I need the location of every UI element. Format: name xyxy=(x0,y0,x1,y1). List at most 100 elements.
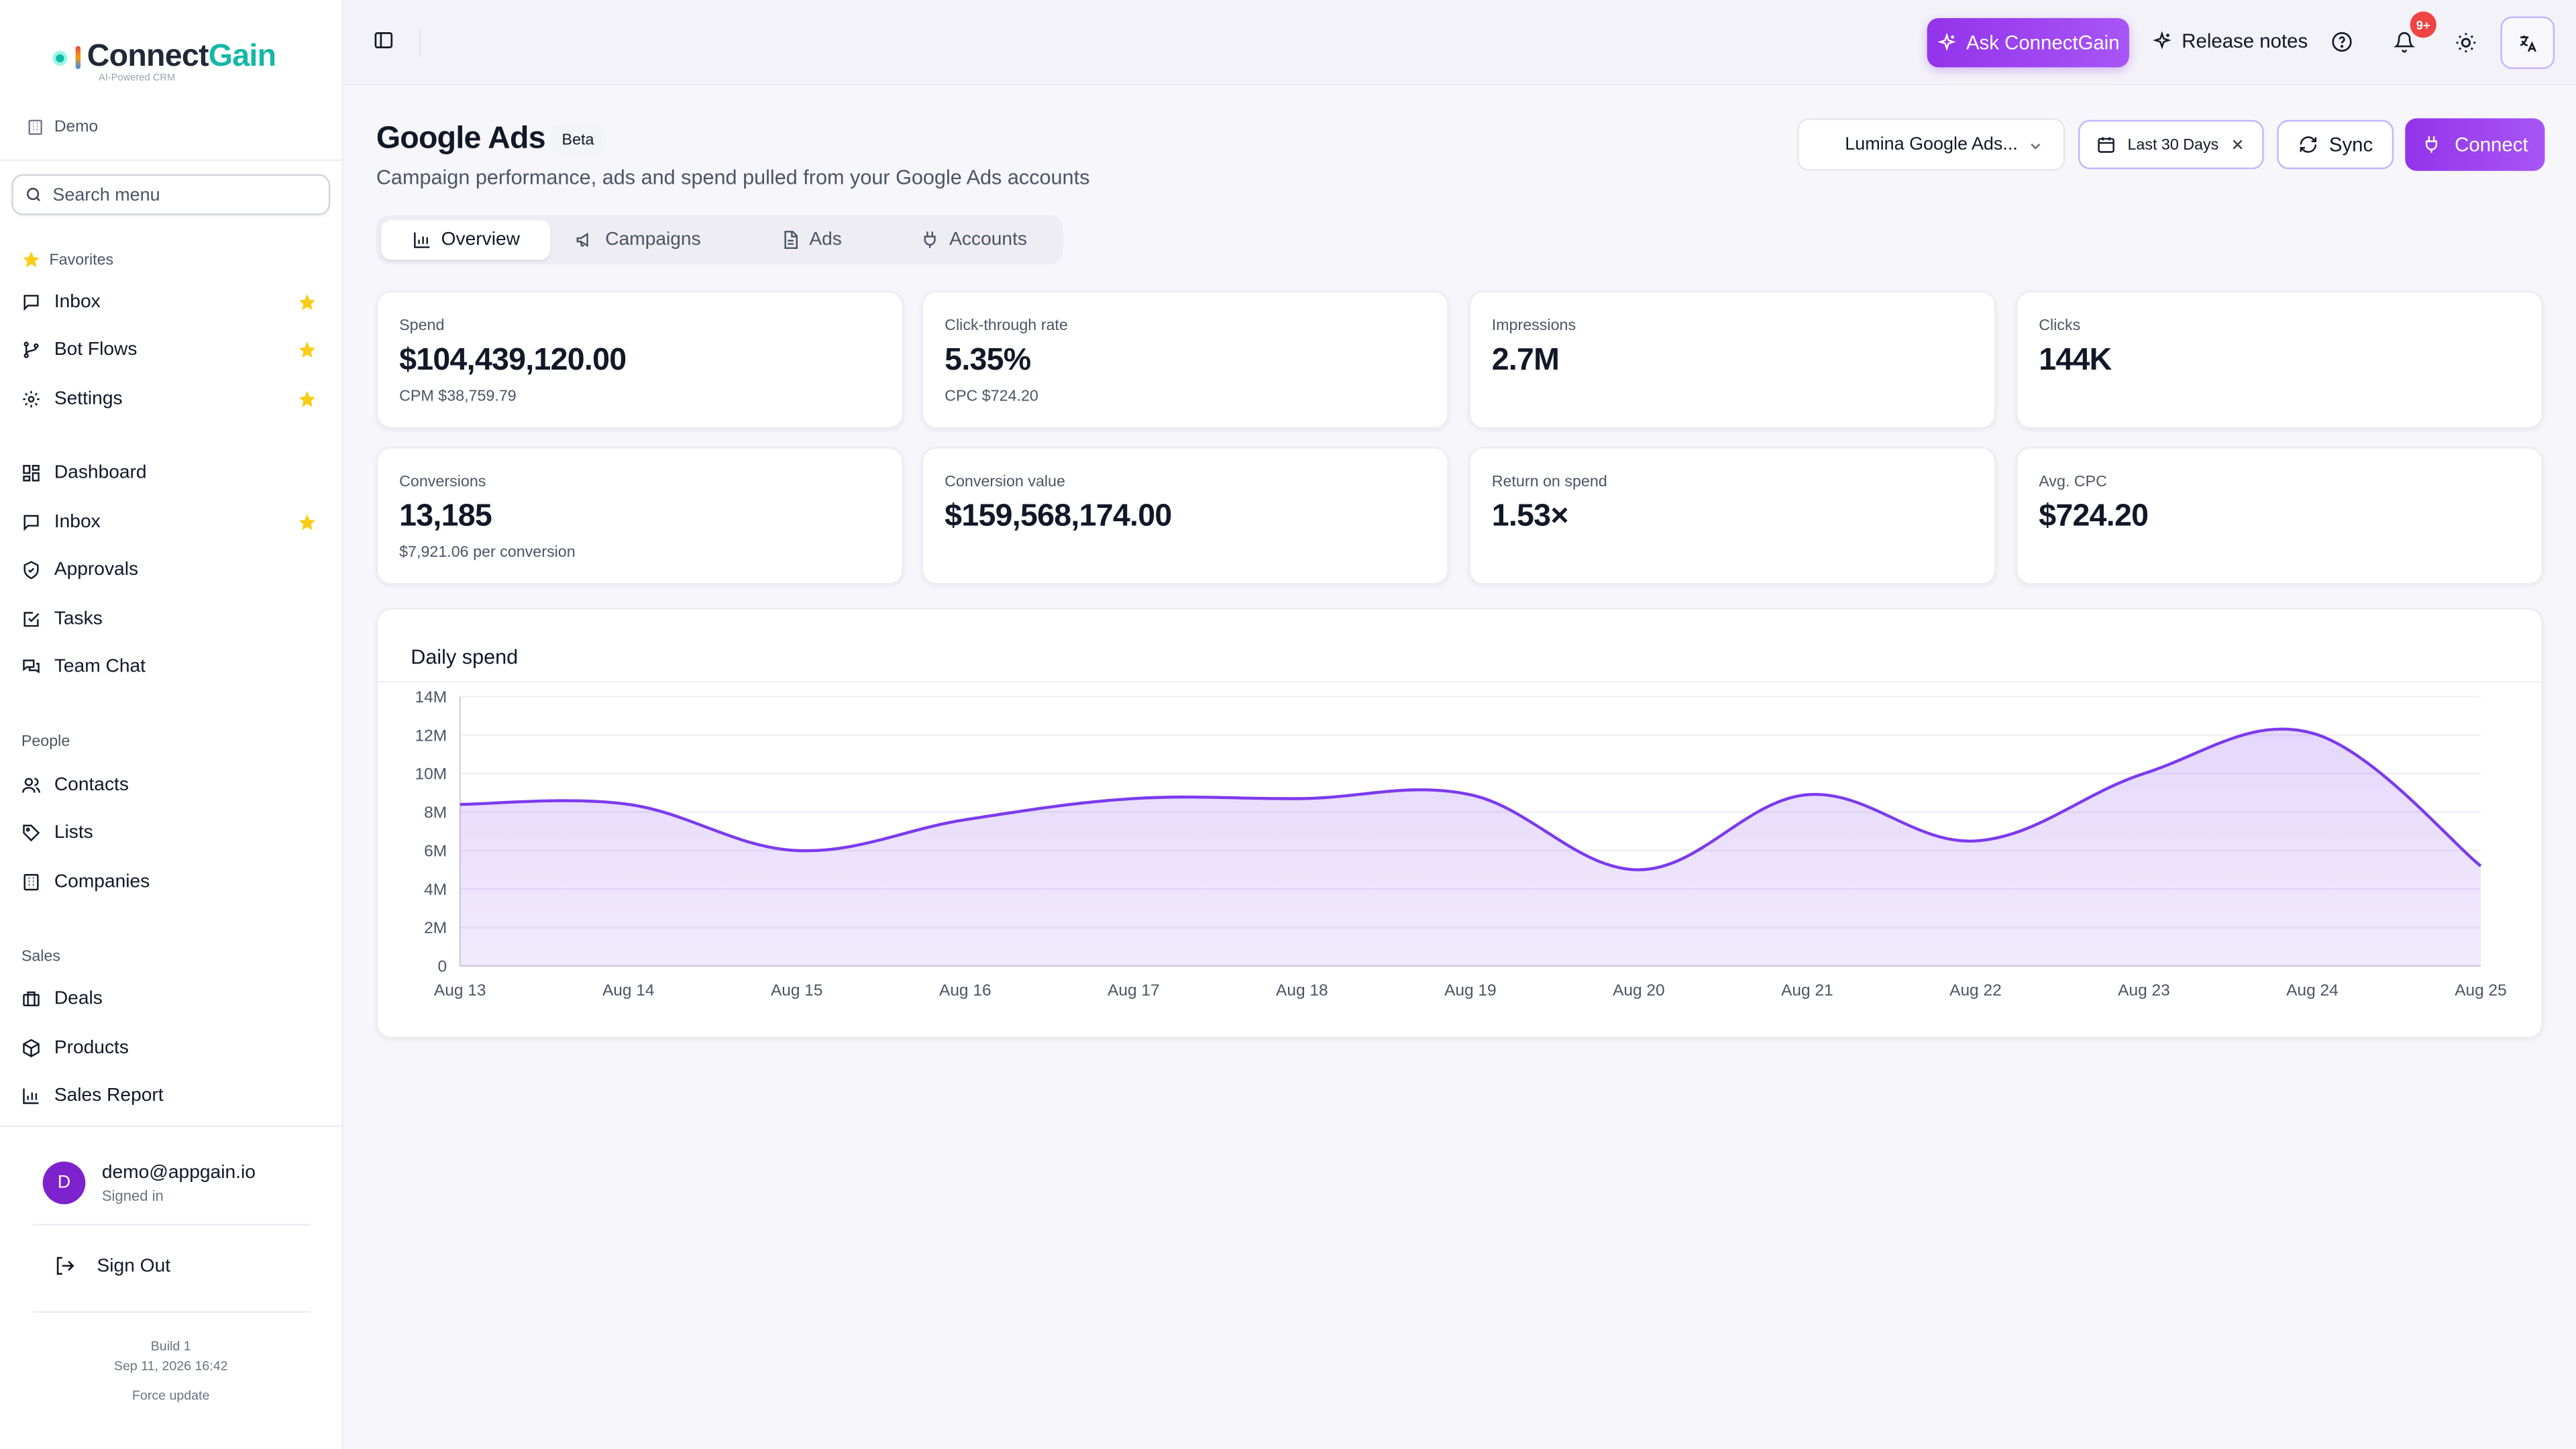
people-section-title: People xyxy=(21,733,70,751)
message-square-icon xyxy=(23,294,39,311)
tab-overview[interactable]: Overview xyxy=(381,220,551,260)
metric-value: $724.20 xyxy=(2039,499,2149,534)
x-tick-label: Aug 15 xyxy=(771,981,823,1000)
y-tick-label: 14M xyxy=(415,688,447,706)
sidebar-item-products[interactable]: Products xyxy=(21,1030,317,1067)
y-tick-label: 10M xyxy=(415,765,447,784)
date-range-picker[interactable]: Last 30 Days xyxy=(2078,119,2264,170)
metric-value: 2.7M xyxy=(1491,343,1560,378)
sidebar-item-contacts[interactable]: Contacts xyxy=(21,767,317,804)
sidebar-item-label: Deals xyxy=(54,989,103,1009)
release-notes-button[interactable]: Release notes xyxy=(2152,30,2308,52)
tab-ads[interactable]: Ads xyxy=(726,220,895,260)
users-icon xyxy=(22,777,41,793)
sidebar-item-label: Contacts xyxy=(54,775,129,796)
x-tick-label: Aug 17 xyxy=(1108,981,1160,1000)
sidebar: ConnectGain AI-Powered CRM Demo Search m… xyxy=(0,0,343,1449)
y-tick-label: 2M xyxy=(424,919,447,937)
sidebar-item-deals[interactable]: Deals xyxy=(21,981,317,1017)
account-select-value: Lumina Google Ads... xyxy=(1845,134,2018,155)
metric-value: 5.35% xyxy=(945,343,1031,378)
bell-icon[interactable] xyxy=(2394,32,2416,53)
x-tick-label: Aug 16 xyxy=(939,981,991,1000)
star-icon[interactable] xyxy=(297,513,317,532)
top-bar: Ask ConnectGain Release notes 9+ xyxy=(343,0,2576,86)
megaphone-icon xyxy=(577,232,589,248)
metric-value: 1.53× xyxy=(1491,499,1569,534)
y-tick-label: 4M xyxy=(424,881,447,899)
sidebar-fav-inbox[interactable]: Inbox xyxy=(21,284,317,321)
metric-label: Impressions xyxy=(1491,317,1576,335)
sign-out-button[interactable]: Sign Out xyxy=(54,1255,170,1277)
daily-spend-chart: 0 2M 4M 6M 8M 10M 12M 14M Aug 13 Aug 14 Aug 15 Aug … xyxy=(378,681,2545,1000)
translate-icon xyxy=(2520,34,2536,52)
gear-icon xyxy=(23,390,40,408)
brand-logo[interactable]: ConnectGain xyxy=(52,40,276,76)
user-status: Signed in xyxy=(101,1187,164,1203)
main-content: Google Ads Beta Campaign performance, ad… xyxy=(343,85,2576,1449)
language-button[interactable] xyxy=(2500,16,2555,69)
x-tick-label: Aug 20 xyxy=(1613,981,1665,1000)
x-tick-label: Aug 25 xyxy=(2455,981,2507,1000)
divider xyxy=(0,159,342,162)
sidebar-fav-bot-flows[interactable]: Bot Flows xyxy=(21,332,317,368)
sidebar-fav-settings[interactable]: Settings xyxy=(21,381,317,417)
building-icon xyxy=(23,873,39,891)
metric-card-conversion-value: Conversion value $159,568,174.00 xyxy=(921,447,1450,585)
refresh-icon xyxy=(2299,136,2316,153)
star-icon[interactable] xyxy=(297,292,317,312)
account-select[interactable]: Lumina Google Ads... xyxy=(1797,118,2065,171)
search-placeholder: Search menu xyxy=(52,184,160,205)
workspace-switcher[interactable]: Demo xyxy=(26,118,98,136)
x-tick-label: Aug 18 xyxy=(1276,981,1328,1000)
metric-card-avg-cpc: Avg. CPC $724.20 xyxy=(2015,447,2544,585)
ask-ai-button[interactable]: Ask ConnectGain xyxy=(1927,17,2129,68)
help-icon[interactable] xyxy=(2331,32,2353,53)
sun-icon[interactable] xyxy=(2455,32,2477,54)
sidebar-item-label: Approvals xyxy=(54,560,139,580)
bar-chart-icon xyxy=(413,232,429,248)
dashboard-icon xyxy=(23,465,40,482)
sidebar-item-tasks[interactable]: Tasks xyxy=(21,601,317,637)
metric-label: Avg. CPC xyxy=(2039,473,2107,492)
metric-label: Click-through rate xyxy=(945,317,1068,335)
metric-subtext: CPM $38,759.79 xyxy=(399,387,517,406)
sidebar-item-lists[interactable]: Lists xyxy=(21,815,317,851)
status-badge: Beta xyxy=(550,125,606,155)
tab-campaigns[interactable]: Campaigns xyxy=(553,220,722,260)
message-square-icon xyxy=(23,515,39,531)
metric-subtext: $7,921.06 per conversion xyxy=(399,543,576,562)
close-icon[interactable] xyxy=(2229,136,2245,152)
sidebar-item-inbox[interactable]: Inbox xyxy=(21,504,317,541)
build-date: Sep 11, 2026 16:42 xyxy=(113,1358,228,1374)
metric-value: 13,185 xyxy=(399,499,492,534)
git-branch-icon xyxy=(23,341,39,358)
chevron-down-icon xyxy=(2031,143,2041,150)
brand-name-part2: Gain xyxy=(208,39,276,74)
y-tick-label: 8M xyxy=(424,804,447,822)
daily-spend-chart-card: Daily spend 0 2M 4M 6M 8M 10M 12M 14M Aug 13 Aug … xyxy=(376,608,2545,1038)
sidebar-item-label: Sales Report xyxy=(54,1085,164,1106)
bar-chart-icon xyxy=(23,1088,39,1104)
sidebar-item-team-chat[interactable]: Team Chat xyxy=(21,649,317,685)
user-profile[interactable]: D demo@appgain.io Signed in xyxy=(42,1161,256,1205)
sidebar-item-companies[interactable]: Companies xyxy=(21,864,317,900)
star-icon[interactable] xyxy=(297,389,317,409)
tab-accounts[interactable]: Accounts xyxy=(889,220,1058,260)
connect-button[interactable]: Connect xyxy=(2405,118,2545,171)
sidebar-item-dashboard[interactable]: Dashboard xyxy=(21,455,317,491)
star-icon[interactable] xyxy=(297,340,317,360)
metric-card-impressions: Impressions 2.7M xyxy=(1468,290,1996,429)
sidebar-item-sales-report[interactable]: Sales Report xyxy=(21,1078,317,1114)
avatar: D xyxy=(42,1161,86,1205)
sidebar-item-label: Inbox xyxy=(54,513,101,533)
sync-button[interactable]: Sync xyxy=(2277,119,2394,170)
sidebar-toggle-icon[interactable] xyxy=(373,30,394,51)
plug-icon xyxy=(924,231,936,248)
sidebar-item-label: Tasks xyxy=(54,609,103,629)
force-update-link[interactable]: Force update xyxy=(131,1388,210,1403)
metric-label: Conversion value xyxy=(945,473,1065,492)
search-input[interactable]: Search menu xyxy=(11,174,331,215)
sidebar-item-approvals[interactable]: Approvals xyxy=(21,552,317,588)
x-tick-label: Aug 22 xyxy=(1949,981,2002,1000)
